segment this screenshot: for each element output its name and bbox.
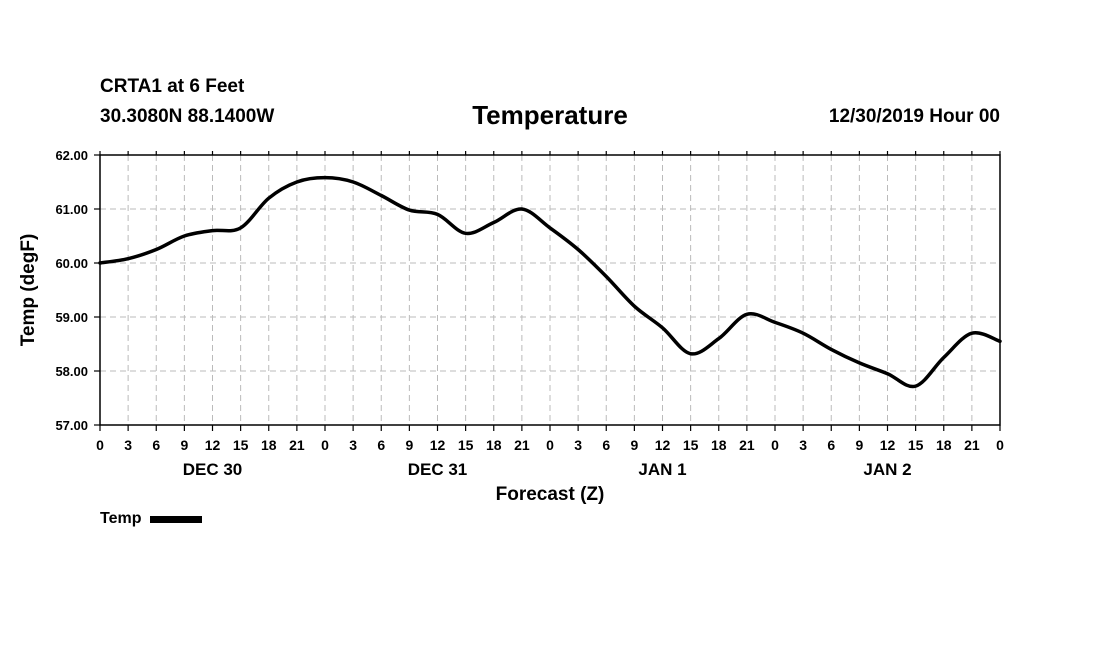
temp-data-point	[436, 213, 439, 216]
temp-data-point	[886, 372, 889, 375]
chart-title: Temperature	[472, 100, 628, 130]
y-axis-title: Temp (degF)	[18, 234, 39, 347]
date-label: DEC 31	[408, 460, 468, 479]
temp-data-point	[746, 313, 748, 316]
legend: Temp	[100, 510, 203, 528]
x-tick-label: 12	[430, 437, 446, 453]
coordinates-label: 30.3080N 88.1400W	[100, 106, 275, 127]
grid-lines	[100, 155, 1000, 425]
temp-data-point	[352, 181, 354, 183]
temp-data-point	[577, 248, 579, 251]
x-tick-label: 15	[458, 437, 474, 453]
temp-data-point	[492, 221, 495, 224]
temp-data-point	[296, 181, 298, 183]
y-tick-label: 60.00	[55, 256, 88, 271]
x-tick-label: 9	[630, 437, 638, 453]
x-tick-label: 21	[289, 437, 305, 453]
temp-data-point	[380, 194, 383, 197]
x-tick-label: 6	[827, 437, 835, 453]
legend-label: Temp	[100, 510, 142, 527]
temp-data-point	[999, 340, 1001, 343]
x-tick-label: 21	[514, 437, 530, 453]
x-tick-label: 12	[205, 437, 221, 453]
temp-data-point	[774, 321, 776, 324]
x-tick-label: 21	[739, 437, 755, 453]
temp-data-point	[239, 227, 242, 229]
temp-data-point	[942, 356, 945, 359]
run-time-label: 12/30/2019 Hour 00	[828, 106, 1000, 127]
temp-data-point	[521, 208, 523, 210]
temp-data-point	[155, 248, 158, 251]
temp-data-point	[324, 176, 326, 179]
temp-data-point	[717, 337, 720, 340]
y-tick-label: 61.00	[55, 202, 88, 217]
x-tick-label: 0	[771, 437, 779, 453]
temp-data-point	[267, 197, 270, 199]
y-tick-label: 59.00	[55, 310, 88, 325]
x-tick-label: 15	[683, 437, 699, 453]
date-label: JAN 2	[863, 460, 911, 479]
x-tick-label: 15	[908, 437, 924, 453]
temp-data-point	[858, 362, 861, 364]
temp-data-point	[464, 232, 467, 235]
x-tick-label: 6	[152, 437, 160, 453]
series-group	[98, 175, 1002, 389]
x-tick-label: 0	[546, 437, 554, 453]
temp-data-point	[99, 262, 101, 264]
x-tick-label: 12	[880, 437, 896, 453]
date-label: JAN 1	[638, 460, 686, 479]
temp-data-point	[914, 385, 917, 387]
y-tick-label: 57.00	[55, 418, 88, 433]
y-tick-label: 62.00	[55, 148, 88, 163]
temp-data-point	[211, 229, 214, 232]
y-axis-tick-labels: 57.00 58.00 59.00 60.00 61.00 62.00	[55, 148, 88, 433]
x-tick-label: 3	[124, 437, 132, 453]
x-tick-label: 3	[799, 437, 807, 453]
x-tick-label: 0	[321, 437, 329, 453]
x-tick-label: 9	[405, 437, 413, 453]
temp-data-point	[605, 275, 608, 278]
x-tick-label: 18	[711, 437, 727, 453]
x-tick-label: 18	[261, 437, 277, 453]
x-tick-label: 3	[349, 437, 357, 453]
temp-data-point	[802, 332, 804, 335]
temp-data-point	[633, 305, 636, 308]
x-tick-label: 9	[855, 437, 863, 453]
x-tick-label: 21	[964, 437, 980, 453]
x-axis-date-labels: DEC 30 DEC 31 JAN 1 JAN 2	[183, 460, 912, 479]
temp-data-point	[549, 227, 551, 229]
date-label: DEC 30	[183, 460, 243, 479]
x-tick-label: 0	[96, 437, 104, 453]
temp-data-point	[971, 332, 973, 335]
x-tick-label: 15	[233, 437, 249, 453]
temp-data-point	[127, 257, 129, 260]
temp-data-point	[830, 348, 833, 351]
x-tick-label: 12	[655, 437, 671, 453]
temp-data-point	[183, 235, 186, 237]
x-tick-label: 9	[180, 437, 188, 453]
axis-ticks	[94, 151, 1001, 431]
x-tick-label: 6	[377, 437, 385, 453]
station-label: CRTA1 at 6 Feet	[100, 76, 245, 97]
x-tick-label: 3	[574, 437, 582, 453]
legend-swatch	[150, 515, 203, 523]
temp-data-point	[689, 352, 692, 355]
x-tick-label: 6	[602, 437, 610, 453]
x-tick-label: 18	[486, 437, 502, 453]
temp-data-point	[661, 327, 664, 329]
temp-data-point	[408, 209, 411, 211]
x-tick-label: 0	[996, 437, 1004, 453]
x-axis-title: Forecast (Z)	[496, 484, 605, 505]
y-tick-label: 58.00	[55, 364, 88, 379]
x-tick-label: 18	[936, 437, 952, 453]
x-axis-tick-labels: 0 3 6 9 12 15 18 21 0 3 6 9 12 15 18 21 0 3 6 9 12 15 18 21 0 3 6 9…	[96, 437, 1004, 453]
